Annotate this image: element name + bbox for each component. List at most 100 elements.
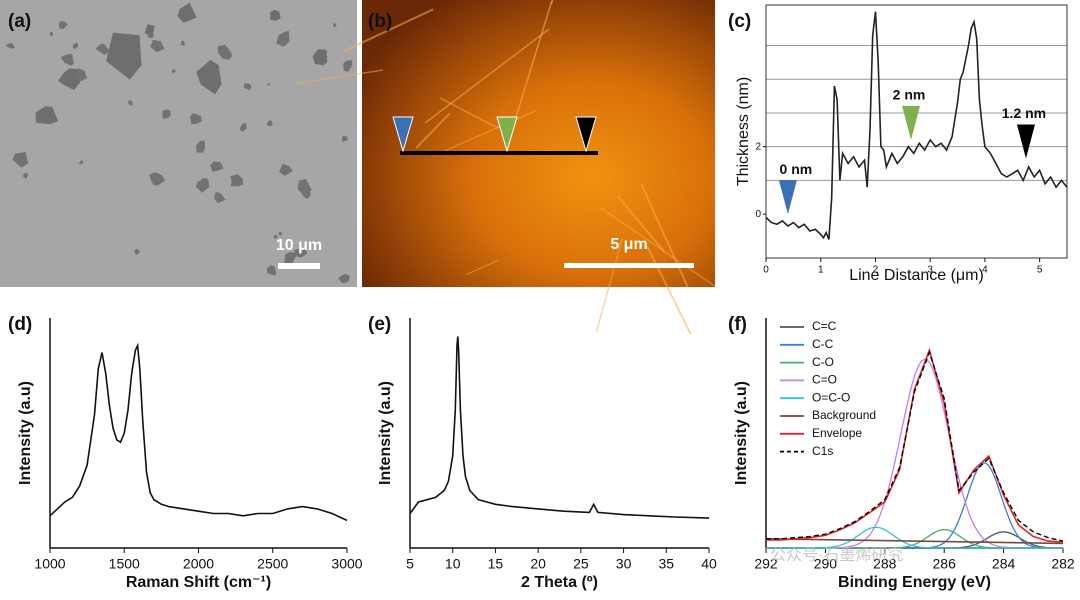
legend-label: C-O xyxy=(812,355,834,369)
y-axis-label: Intensity (a.u) xyxy=(733,381,750,485)
wrinkle xyxy=(439,97,499,129)
legend-label: C-C xyxy=(812,337,834,351)
panel-label: (b) xyxy=(368,11,392,32)
marker-label: 1.2 nm xyxy=(1002,105,1046,121)
background-line xyxy=(765,538,1064,545)
flake xyxy=(12,152,29,168)
panel-label: (d) xyxy=(8,314,32,335)
panel-label: (f) xyxy=(728,314,747,335)
x-tick-label: 30 xyxy=(616,556,632,572)
flake xyxy=(297,178,312,195)
marker-label: 2 nm xyxy=(893,87,926,103)
flake xyxy=(128,99,133,106)
flake xyxy=(273,235,278,239)
y-axis-label: Thickness (nm) xyxy=(735,77,752,186)
legend-label: Background xyxy=(812,408,876,422)
y-axis-label: Intensity (a.u) xyxy=(17,381,34,485)
flake xyxy=(134,248,141,255)
component-curve xyxy=(766,462,1063,549)
x-tick-label: 0 xyxy=(763,265,769,276)
sem-image xyxy=(0,0,357,287)
flake xyxy=(190,113,202,125)
x-tick-label: 5 xyxy=(406,556,414,572)
x-tick-label: 286 xyxy=(933,556,957,572)
profile-marker xyxy=(575,116,597,153)
flake xyxy=(278,231,282,237)
flake xyxy=(58,68,81,90)
flake xyxy=(58,21,68,29)
x-axis-label: Raman Shift (cm⁻¹) xyxy=(126,574,271,591)
wrinkle xyxy=(424,28,550,124)
height-marker xyxy=(778,180,797,215)
plot-frame xyxy=(765,4,1068,259)
x-tick-label: 20 xyxy=(530,556,546,572)
legend-label: O=C-O xyxy=(812,390,850,404)
flake xyxy=(79,160,84,165)
flake xyxy=(149,172,165,186)
flake xyxy=(95,43,110,56)
legend-label: C=O xyxy=(812,373,837,387)
x-tick-label: 35 xyxy=(658,556,674,572)
panel-label: (e) xyxy=(368,314,391,335)
flake xyxy=(38,118,43,123)
panel-label: (a) xyxy=(8,11,31,32)
flake xyxy=(72,42,79,49)
flake xyxy=(74,68,87,82)
x-tick-label: 282 xyxy=(1051,556,1075,572)
wrinkle xyxy=(295,69,383,85)
data-line xyxy=(766,347,1064,543)
flake xyxy=(338,274,350,284)
height-marker xyxy=(1016,124,1035,159)
wrinkle xyxy=(640,183,689,288)
wrinkle xyxy=(646,245,692,335)
scale-bar xyxy=(278,263,320,269)
flake xyxy=(195,140,205,153)
x-tick-label: 15 xyxy=(488,556,504,572)
flake xyxy=(147,31,154,39)
wrinkle xyxy=(415,112,451,149)
wrinkle xyxy=(510,0,553,134)
flake xyxy=(201,178,207,184)
profile-marker xyxy=(496,116,518,153)
data-line xyxy=(49,342,348,522)
flake xyxy=(267,83,270,86)
flake xyxy=(239,122,247,132)
x-tick-label: 288 xyxy=(873,556,897,572)
flake xyxy=(195,179,210,193)
x-axis-label: Binding Energy (eV) xyxy=(838,574,991,591)
legend-label: C=C xyxy=(812,319,837,333)
flake xyxy=(171,69,176,74)
flake xyxy=(270,9,281,21)
flake xyxy=(35,106,59,125)
x-tick-label: 1 xyxy=(818,265,824,276)
flake xyxy=(294,248,308,258)
flake xyxy=(60,53,74,66)
x-tick-label: 3 xyxy=(927,265,933,276)
flake xyxy=(214,191,226,204)
flake xyxy=(276,30,290,47)
flake xyxy=(230,174,243,187)
x-tick-label: 1500 xyxy=(109,556,140,572)
height-marker xyxy=(902,105,921,140)
flake xyxy=(210,161,224,172)
wrinkle xyxy=(465,259,499,276)
x-tick-label: 284 xyxy=(992,556,1016,572)
wrinkle xyxy=(595,238,623,333)
x-tick-label: 25 xyxy=(573,556,589,572)
flake xyxy=(266,265,277,276)
flake xyxy=(266,120,273,126)
y-tick-label: 0 xyxy=(755,209,761,220)
x-tick-label: 3000 xyxy=(331,556,362,572)
marker-label: 0 nm xyxy=(780,161,813,177)
x-tick-label: 292 xyxy=(754,556,778,572)
flake xyxy=(180,40,186,46)
x-axis-label: Line Distance (μm) xyxy=(849,267,984,284)
flake xyxy=(106,32,142,80)
x-tick-label: 5 xyxy=(1037,265,1043,276)
legend-label: Envelope xyxy=(812,426,862,440)
flake xyxy=(162,109,171,119)
flake xyxy=(196,59,222,95)
panel-label: (c) xyxy=(728,11,751,32)
wrinkle xyxy=(445,110,536,152)
scale-bar-label: 5 μm xyxy=(610,236,647,253)
